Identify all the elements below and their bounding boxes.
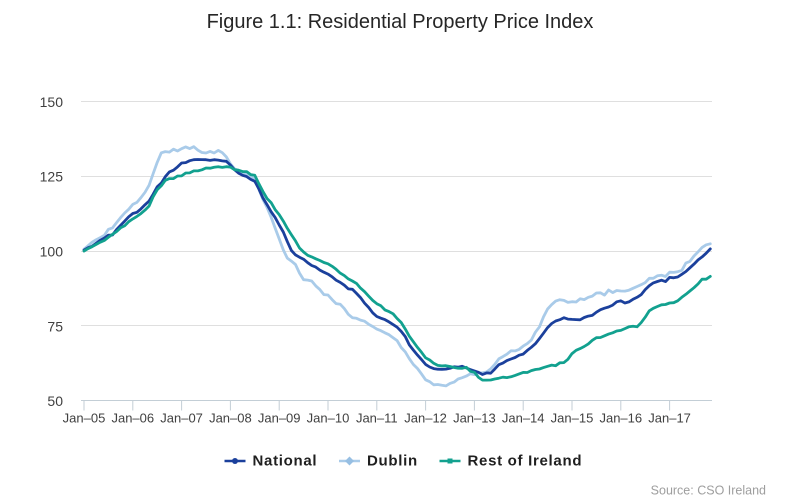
svg-text:100: 100 [40,244,64,260]
svg-text:Jan–07: Jan–07 [160,411,203,426]
svg-text:75: 75 [47,318,63,334]
svg-text:50: 50 [47,393,63,409]
svg-text:Jan–05: Jan–05 [63,411,106,426]
svg-text:National: National [253,453,318,470]
svg-text:Dublin: Dublin [367,453,418,470]
svg-text:Jan–12: Jan–12 [404,411,447,426]
svg-text:Jan–10: Jan–10 [307,411,350,426]
svg-text:Source: CSO Ireland: Source: CSO Ireland [651,484,766,498]
svg-text:Jan–17: Jan–17 [648,411,691,426]
svg-text:Jan–09: Jan–09 [258,411,301,426]
svg-text:Jan–11: Jan–11 [356,411,398,426]
svg-text:Rest of Ireland: Rest of Ireland [468,453,583,470]
svg-text:Jan–13: Jan–13 [453,411,496,426]
svg-text:Jan–16: Jan–16 [599,411,642,426]
svg-text:125: 125 [40,169,64,185]
svg-text:Jan–06: Jan–06 [111,411,154,426]
svg-text:Jan–15: Jan–15 [551,411,594,426]
svg-text:Jan–14: Jan–14 [502,411,545,426]
svg-text:150: 150 [40,94,64,110]
svg-text:Figure 1.1: Residential Proper: Figure 1.1: Residential Property Price I… [207,11,594,33]
svg-text:Jan–08: Jan–08 [209,411,252,426]
